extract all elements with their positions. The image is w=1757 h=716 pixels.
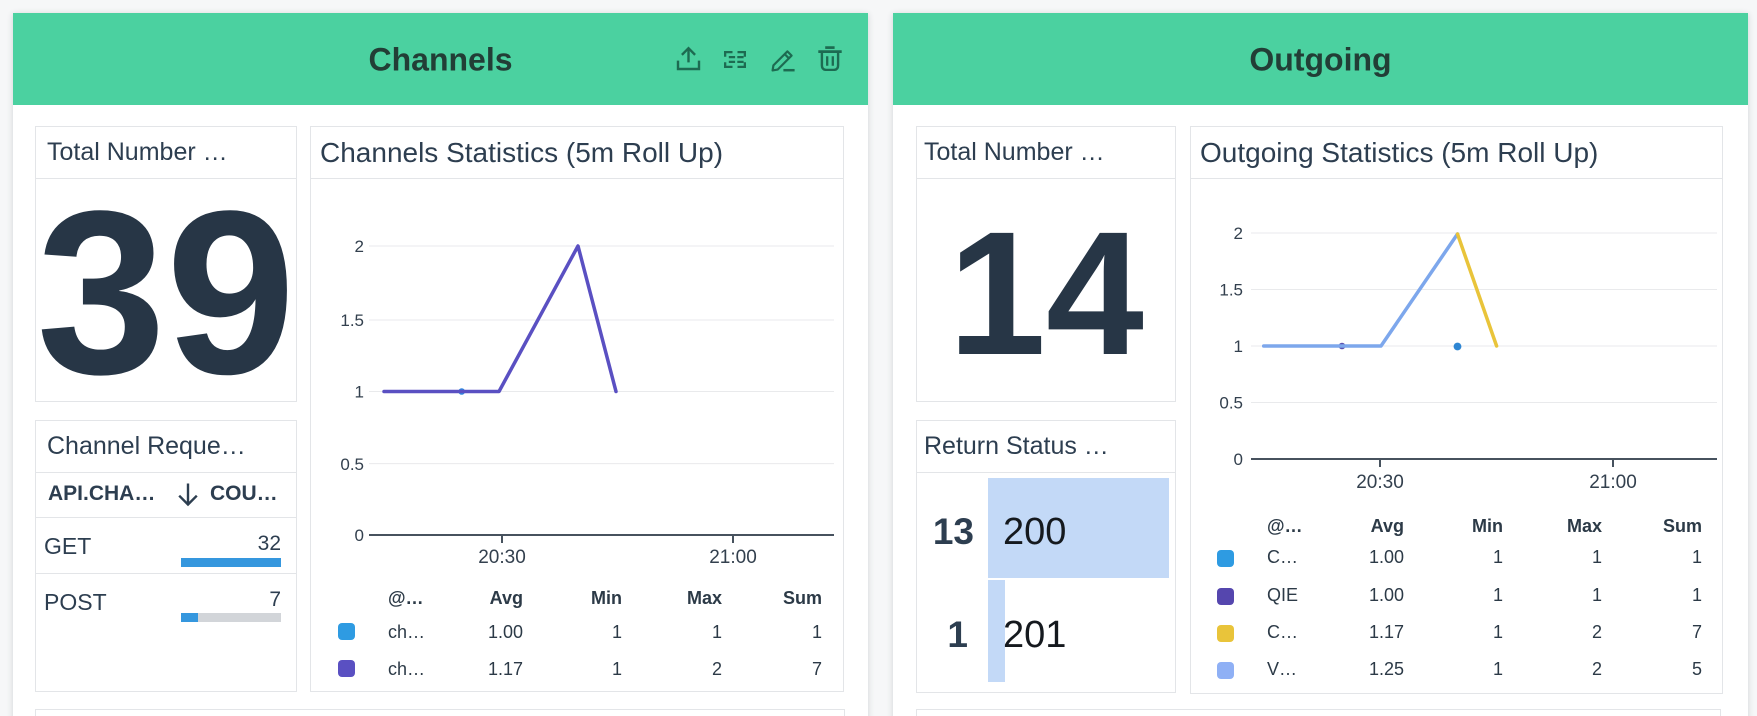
svg-text:1.5: 1.5 [340, 311, 364, 330]
svg-text:20:30: 20:30 [478, 547, 526, 568]
svg-text:1.5: 1.5 [1219, 281, 1243, 300]
svg-text:21:00: 21:00 [709, 547, 757, 568]
svg-text:0: 0 [1234, 450, 1243, 469]
svg-text:0.5: 0.5 [1219, 394, 1243, 413]
svg-text:21:00: 21:00 [1589, 472, 1637, 493]
svg-text:0: 0 [355, 526, 364, 545]
svg-text:1: 1 [1234, 337, 1243, 356]
svg-text:0.5: 0.5 [340, 455, 364, 474]
svg-text:2: 2 [1234, 224, 1243, 243]
svg-text:1: 1 [355, 383, 364, 402]
svg-text:2: 2 [355, 237, 364, 256]
svg-text:20:30: 20:30 [1356, 472, 1404, 493]
